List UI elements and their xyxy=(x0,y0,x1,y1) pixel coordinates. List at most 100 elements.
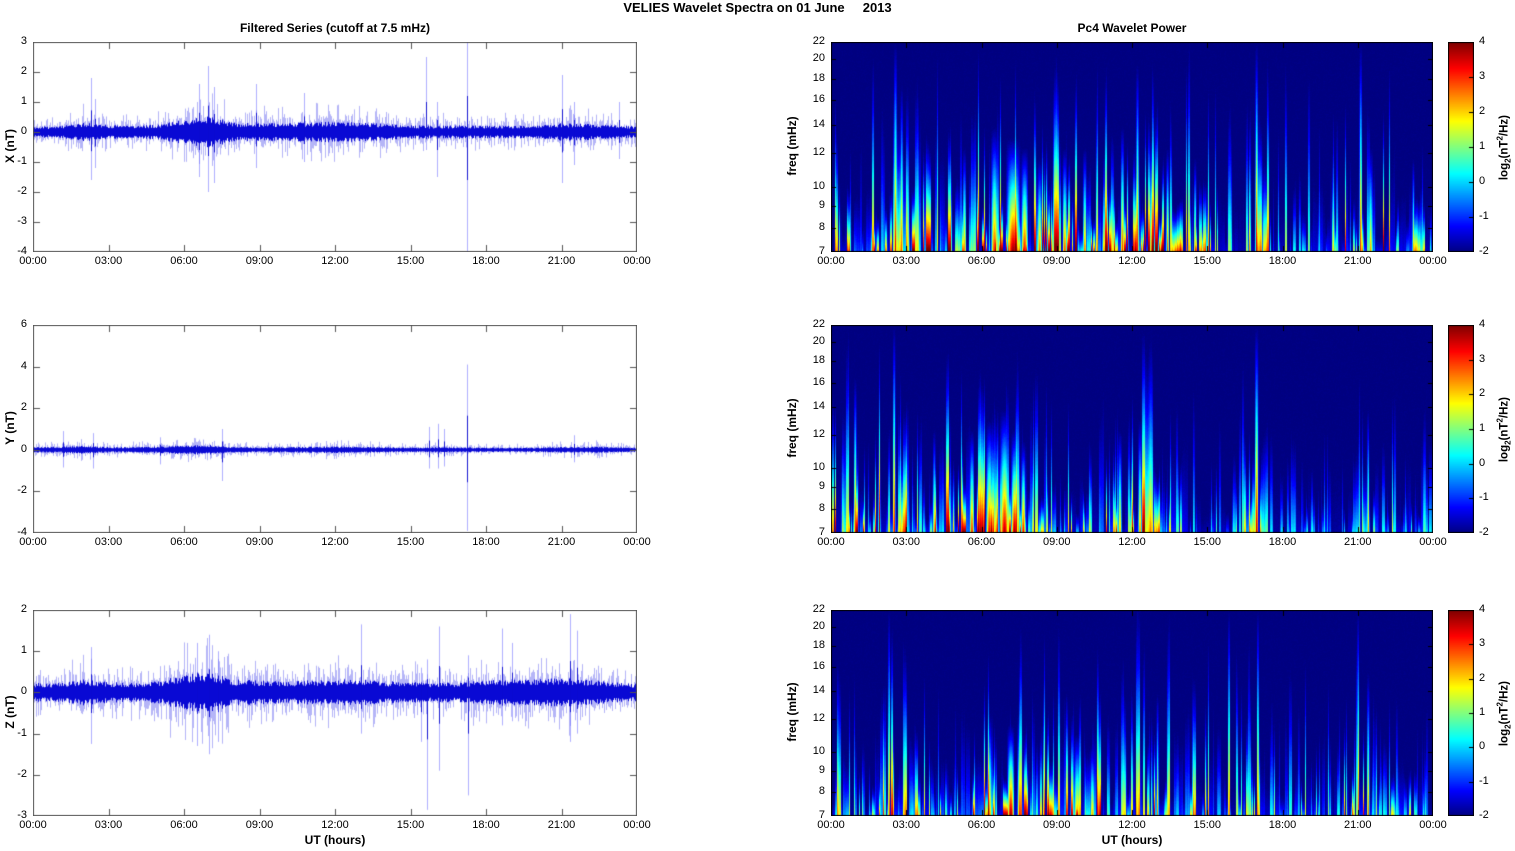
freq-tick-label: 16 xyxy=(812,375,825,388)
colorbar-tick-label: 3 xyxy=(1479,352,1486,365)
x-tick-label: 00:00 xyxy=(19,819,47,831)
colorbar-label-part: 2 xyxy=(1503,158,1513,163)
y-tick-label: 0 xyxy=(20,685,27,698)
x-tick-label: 09:00 xyxy=(245,819,274,831)
x-tick-label: 09:00 xyxy=(245,536,274,548)
y-tick-label: -1 xyxy=(17,155,27,167)
y-tick-label: -1 xyxy=(17,726,27,739)
colorbar-tick-label: 2 xyxy=(1479,671,1486,684)
colorbar-canvas xyxy=(1448,325,1474,533)
freq-tick-label: 12 xyxy=(812,712,825,725)
freq-tick-label: 12 xyxy=(812,428,825,441)
z-series-ylabel: Z (nT) xyxy=(3,695,17,729)
x-tick-label: 12:00 xyxy=(1118,819,1146,831)
x-series-plot-canvas xyxy=(33,42,637,252)
x-tick-label: 00:00 xyxy=(1419,536,1447,548)
x-tick-label: 03:00 xyxy=(94,819,123,831)
y-tick-label: -2 xyxy=(17,484,27,497)
x-tick-label: 09:00 xyxy=(1042,819,1071,831)
colorbar-label-part: 2 xyxy=(1503,440,1513,445)
x-tick-label: 12:00 xyxy=(1118,255,1146,267)
freq-tick-label: 8 xyxy=(818,784,825,797)
x-tick-label: 15:00 xyxy=(396,255,425,267)
colorbar-canvas xyxy=(1448,42,1474,252)
colorbar-tick-label: 4 xyxy=(1479,35,1486,47)
colorbar-tick-label: -1 xyxy=(1479,210,1489,222)
freq-tick-label: 8 xyxy=(818,501,825,514)
freq-tick-label: 9 xyxy=(818,480,825,493)
y-tick-label: -3 xyxy=(17,809,27,821)
x-tick-label: 03:00 xyxy=(892,819,921,831)
freq-tick-label: 16 xyxy=(812,660,825,673)
x-tick-label: 15:00 xyxy=(1193,536,1222,548)
right-column-title: Pc4 Wavelet Power xyxy=(1077,21,1187,35)
freq-tick-label: 9 xyxy=(818,763,825,776)
y-tick-label: -4 xyxy=(17,526,27,538)
x-tick-label: 12:00 xyxy=(321,536,349,548)
x-tick-label: 00:00 xyxy=(623,819,651,831)
freq-tick-label: 10 xyxy=(812,461,825,474)
colorbar-tick-label: 4 xyxy=(1479,603,1486,615)
x-tick-label: 00:00 xyxy=(817,255,845,267)
colorbar-tick-label: 2 xyxy=(1479,105,1486,117)
colorbar-tick-label: 3 xyxy=(1479,637,1486,650)
x-tick-label: 12:00 xyxy=(321,255,349,267)
freq-tick-label: 14 xyxy=(812,684,825,697)
x-tick-label: 12:00 xyxy=(321,819,349,831)
freq-tick-label: 14 xyxy=(812,400,825,413)
x-tick-label: 18:00 xyxy=(472,536,500,548)
colorbar-tick-label: 0 xyxy=(1479,456,1486,469)
x-tick-label: 21:00 xyxy=(547,536,576,548)
freq-tick-label: 20 xyxy=(812,335,825,348)
x-tick-label: 21:00 xyxy=(1343,536,1372,548)
colorbar-tick-label: -2 xyxy=(1479,809,1489,821)
colorbar-tick-label: 1 xyxy=(1479,140,1486,152)
freq-tick-label: 20 xyxy=(812,620,825,633)
x-tick-label: 06:00 xyxy=(170,255,198,267)
x-tick-label: 00:00 xyxy=(623,536,651,548)
x-tick-label: 21:00 xyxy=(547,819,576,831)
x-tick-label: 18:00 xyxy=(1268,819,1297,831)
x-tick-label: 00:00 xyxy=(817,819,845,831)
x-tick-label: 15:00 xyxy=(396,819,425,831)
z-series-plot-canvas xyxy=(33,610,637,816)
freq-tick-label: 22 xyxy=(812,603,825,615)
x-tick-label: 03:00 xyxy=(94,255,123,267)
x-wavelet-spectrogram-canvas xyxy=(831,42,1433,252)
colorbar-canvas xyxy=(1448,610,1474,816)
freq-tick-label: 7 xyxy=(818,245,825,257)
y-series-plot-canvas xyxy=(33,325,637,533)
colorbar-tick-label: 3 xyxy=(1479,70,1486,82)
colorbar-label-part: /Hz) xyxy=(1498,397,1511,419)
colorbar-tick-label: -2 xyxy=(1479,245,1489,257)
x-tick-label: 15:00 xyxy=(1193,255,1222,267)
x-tick-label: 00:00 xyxy=(19,255,47,267)
x-tick-label: 00:00 xyxy=(1419,255,1447,267)
colorbar-tick-label: 1 xyxy=(1479,422,1486,434)
freq-tick-label: 18 xyxy=(812,71,825,84)
x-tick-label: 18:00 xyxy=(472,255,500,267)
freq-tick-label: 10 xyxy=(812,179,825,192)
figure-title: VELIES Wavelet Spectra on 01 June 2013 xyxy=(623,0,892,15)
freq-tick-label: 18 xyxy=(812,639,825,652)
x-tick-label: 03:00 xyxy=(892,536,921,548)
colorbar-label-part: /Hz) xyxy=(1498,681,1511,703)
x-tick-label: 00:00 xyxy=(1419,819,1447,831)
colorbar-tick-label: 0 xyxy=(1479,740,1486,753)
freq-tick-label: 8 xyxy=(818,220,825,233)
freq-tick-label: 18 xyxy=(812,354,825,367)
colorbar-tick-label: -2 xyxy=(1479,526,1489,538)
freq-tick-label: 7 xyxy=(818,526,825,538)
y-tick-label: 1 xyxy=(20,644,27,657)
y-tick-label: 3 xyxy=(20,35,27,47)
y-tick-label: 2 xyxy=(20,401,27,414)
y-tick-label: 0 xyxy=(20,125,27,137)
x-tick-label: 15:00 xyxy=(1193,819,1222,831)
x-tick-label: 06:00 xyxy=(170,536,198,548)
left-xaxis-label: UT (hours) xyxy=(304,833,366,847)
colorbar-tick-label: 1 xyxy=(1479,706,1486,718)
x-tick-label: 18:00 xyxy=(1268,536,1297,548)
freq-tick-label: 7 xyxy=(818,809,825,821)
freq-tick-label: 10 xyxy=(812,744,825,757)
